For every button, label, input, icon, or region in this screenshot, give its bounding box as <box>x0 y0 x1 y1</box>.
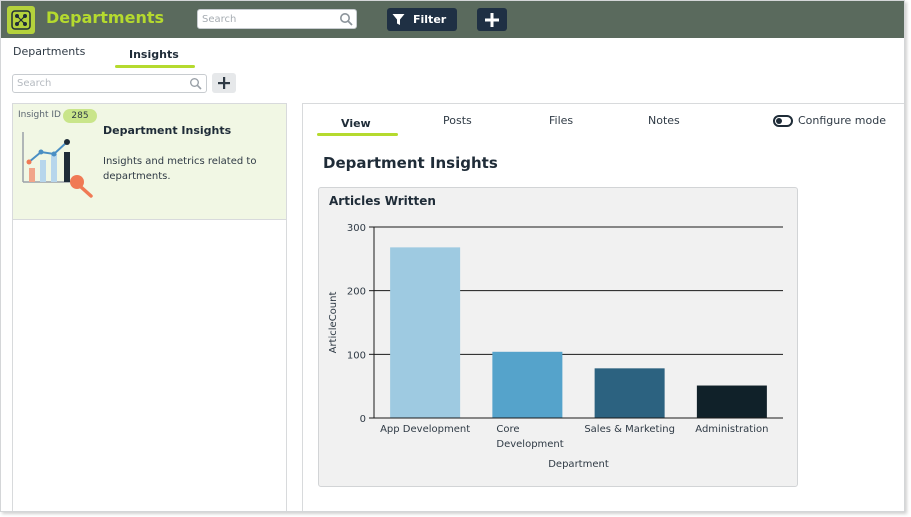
bar <box>696 385 767 418</box>
list-item[interactable]: Insight ID 285 <box>13 104 286 220</box>
tab-posts[interactable]: Posts <box>443 114 472 127</box>
tab-departments[interactable]: Departments <box>13 45 86 58</box>
add-button[interactable] <box>477 8 507 31</box>
tab-view[interactable]: View <box>341 117 371 130</box>
list-search-box[interactable] <box>12 74 207 93</box>
search-icon[interactable] <box>189 77 202 93</box>
y-tick-label: 300 <box>347 223 366 234</box>
y-tick-label: 100 <box>347 350 366 361</box>
list-search-input[interactable] <box>13 75 183 92</box>
plus-icon <box>485 13 499 27</box>
chart-card: Articles Written 0 100 200 300 App Developme… <box>318 187 798 487</box>
bar-chart: 0 100 200 300 App Development Core Development… <box>328 223 783 470</box>
bar <box>492 351 563 418</box>
bar <box>390 247 461 418</box>
x-tick-label: App Development <box>380 424 470 435</box>
filter-button-label: Filter <box>413 13 447 26</box>
y-tick-label: 0 <box>360 414 366 425</box>
add-item-button[interactable] <box>212 73 236 93</box>
chart-title: Articles Written <box>329 194 436 208</box>
app-title: Departments <box>46 8 165 27</box>
x-tick-label: Administration <box>695 424 768 435</box>
top-search-input[interactable] <box>198 10 336 28</box>
bar <box>594 368 665 418</box>
top-bar: Departments Filter <box>1 1 904 38</box>
tab-files[interactable]: Files <box>549 114 574 127</box>
configure-mode-toggle[interactable] <box>773 115 793 127</box>
list-item-title: Department Insights <box>103 124 232 137</box>
detail-title: Department Insights <box>323 154 498 172</box>
x-tick-label: Core Development <box>496 424 563 450</box>
x-tick-label: Sales & Marketing <box>584 424 675 435</box>
search-icon[interactable] <box>339 12 353 29</box>
configure-mode-label: Configure mode <box>798 114 887 127</box>
active-tab-indicator <box>115 65 195 68</box>
y-axis-label: ArticleCount <box>328 292 339 354</box>
list-item-description: Insights and metrics related to departme… <box>103 156 257 182</box>
tab-notes[interactable]: Notes <box>648 114 680 127</box>
tab-insights[interactable]: Insights <box>129 48 179 61</box>
filter-icon <box>392 13 405 29</box>
network-grid-icon[interactable] <box>7 6 35 34</box>
insights-list: Insight ID 285 <box>12 103 287 511</box>
top-search-box[interactable] <box>197 9 357 29</box>
detail-panel: View Posts Files Notes Configure mode De… <box>302 103 904 511</box>
active-tab-indicator <box>317 133 398 136</box>
x-axis-label: Department <box>548 459 609 470</box>
insight-id-badge: 285 <box>63 109 97 123</box>
y-tick-label: 200 <box>347 287 366 298</box>
insight-id-label: Insight ID <box>18 110 61 120</box>
toggle-knob <box>776 118 782 124</box>
analytics-chart-icon <box>21 130 97 203</box>
plus-icon <box>218 77 230 89</box>
filter-button[interactable]: Filter <box>387 8 457 31</box>
